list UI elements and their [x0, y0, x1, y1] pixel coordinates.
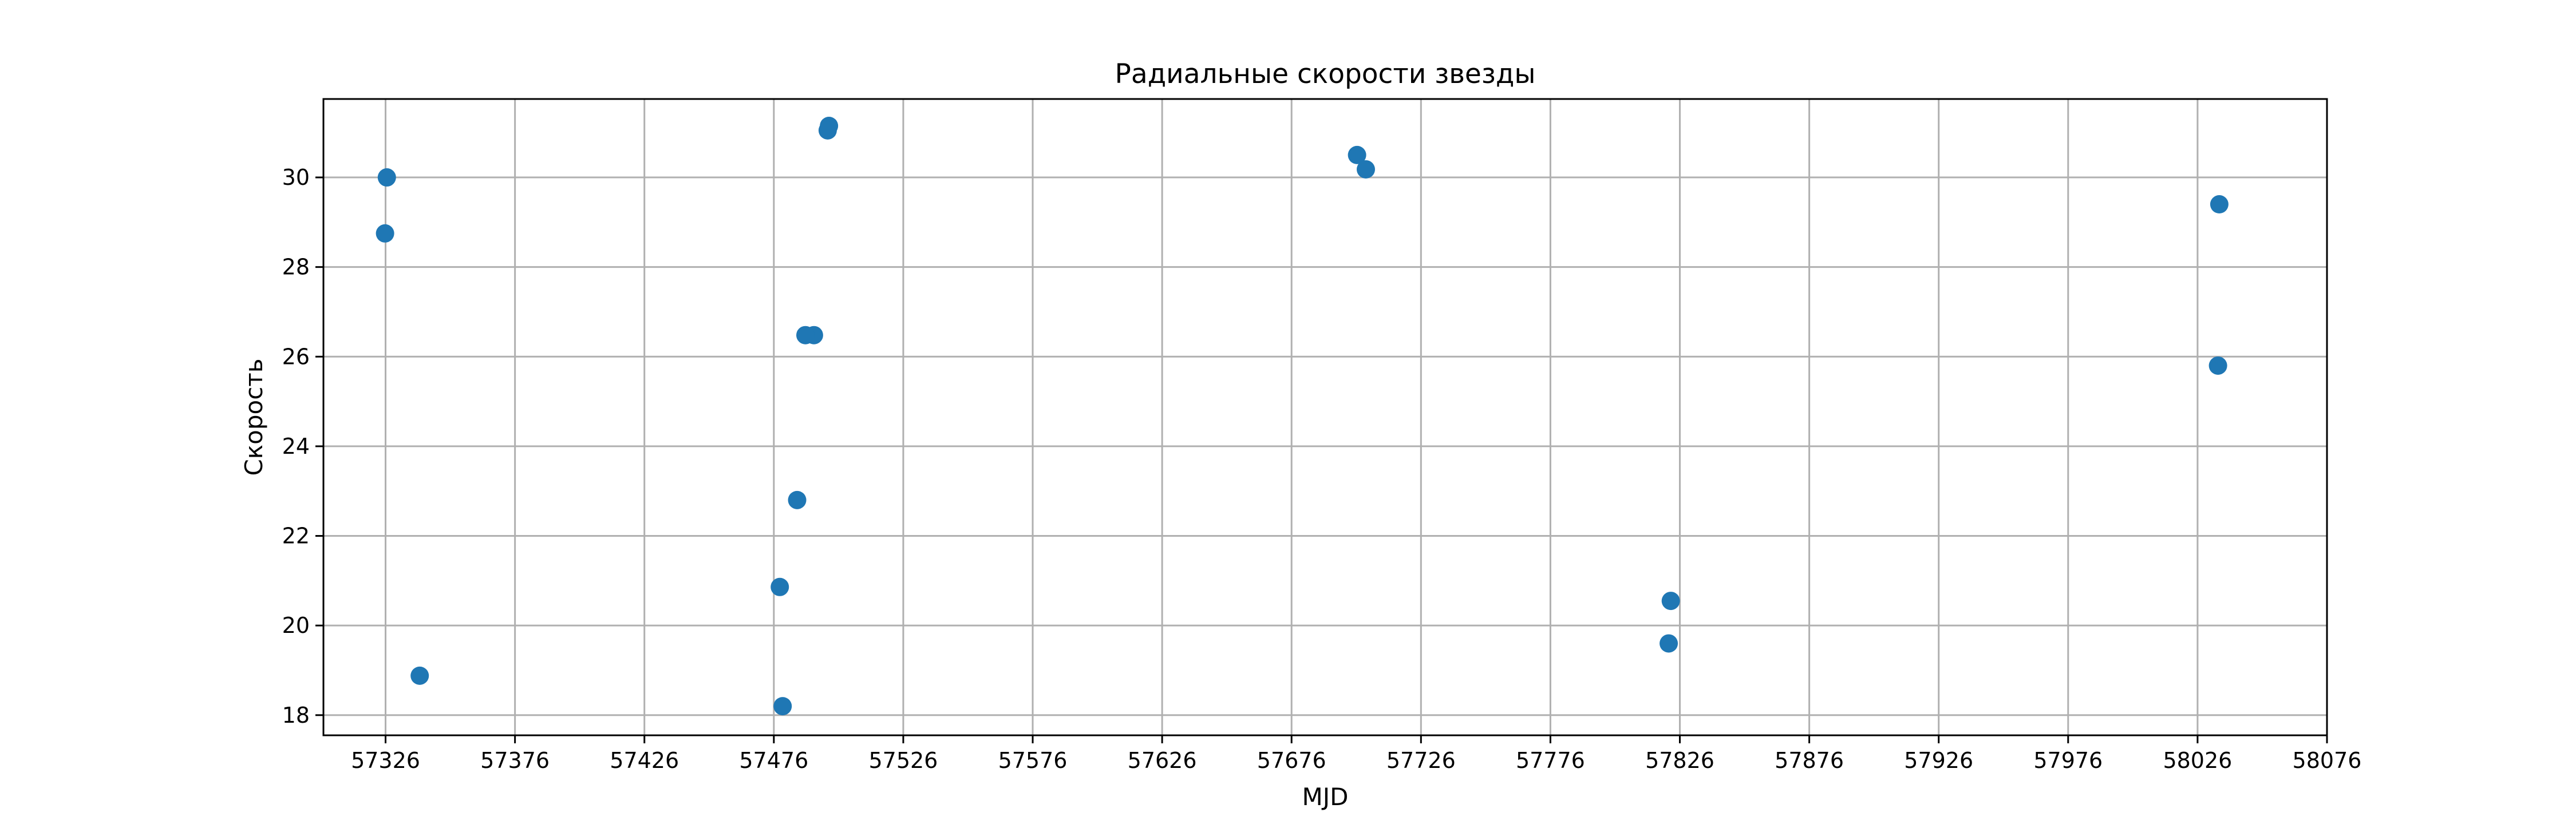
x-tick-label: 57876: [1775, 748, 1844, 773]
x-tick-label: 58076: [2293, 748, 2362, 773]
data-point: [1356, 160, 1375, 179]
y-tick-label: 24: [282, 434, 310, 459]
x-tick-label: 57826: [1645, 748, 1714, 773]
y-tick-label: 20: [282, 613, 310, 638]
x-tick-label: 57676: [1257, 748, 1326, 773]
x-tick-label: 57626: [1128, 748, 1197, 773]
data-point: [818, 121, 837, 140]
data-point: [788, 490, 807, 509]
x-tick-label: 57976: [2033, 748, 2103, 773]
data-point: [1348, 145, 1366, 164]
y-tick-label: 26: [282, 344, 310, 369]
x-tick-label: 57476: [739, 748, 808, 773]
data-point: [796, 326, 815, 344]
x-tick-label: 57326: [351, 748, 420, 773]
data-point: [2210, 195, 2229, 214]
x-tick-label: 57926: [1904, 748, 1973, 773]
grid: [323, 99, 2328, 735]
x-tick-label: 57376: [480, 748, 550, 773]
data-point: [410, 666, 429, 685]
x-tick-label: 57526: [868, 748, 938, 773]
data-point: [2208, 356, 2227, 375]
y-tick-label: 30: [282, 165, 310, 190]
data-points: [376, 116, 2229, 716]
x-tick-label: 57426: [610, 748, 679, 773]
data-point: [773, 697, 792, 716]
axis-ticks: 57326 57376 57426 57476 57526 57576 57626 57676…: [282, 165, 2362, 773]
x-tick-label: 57726: [1386, 748, 1456, 773]
x-axis-label: MJD: [1302, 783, 1349, 811]
plot-frame: [322, 98, 2328, 736]
data-point: [1661, 592, 1680, 611]
data-point: [376, 224, 394, 243]
chart-title: Радиальные скорости звезды: [1115, 58, 1536, 90]
x-tick-label: 57776: [1516, 748, 1585, 773]
y-tick-label: 28: [282, 255, 310, 280]
data-point: [771, 577, 789, 596]
data-point: [377, 168, 396, 187]
x-tick-label: 58026: [2163, 748, 2232, 773]
data-point: [1660, 634, 1678, 653]
y-tick-label: 22: [282, 524, 310, 549]
y-axis-label: Скорость: [240, 358, 268, 476]
y-tick-label: 18: [282, 703, 310, 728]
x-tick-label: 57576: [998, 748, 1068, 773]
